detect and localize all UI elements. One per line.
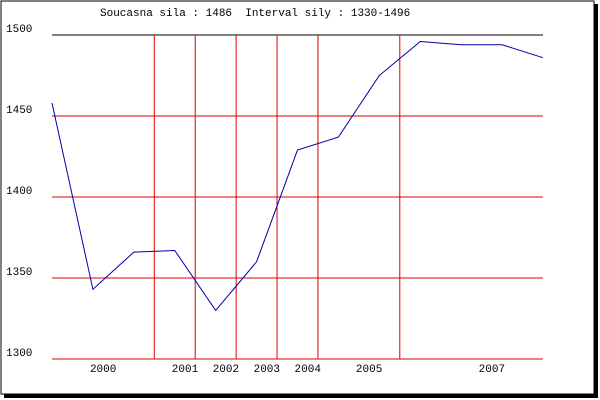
x-tick-label: 2002: [213, 364, 239, 376]
x-tick-label: 2007: [479, 364, 505, 376]
y-tick-label: 1300: [6, 348, 32, 360]
x-tick-label: 2004: [295, 364, 322, 376]
line: [51, 40, 544, 312]
y-tick-label: 1450: [6, 105, 32, 117]
y-tick-label: 1350: [6, 267, 32, 279]
y-tick-label: 1400: [6, 186, 32, 198]
x-tick-label: 2001: [172, 364, 199, 376]
y-tick-label: 1500: [6, 24, 32, 36]
chart-title: Soucasna sila : 1486 Interval sily : 133…: [100, 8, 410, 20]
x-tick-label: 2003: [254, 364, 280, 376]
x-tick-label: 2005: [356, 364, 382, 376]
x-tick-label: 2000: [90, 364, 116, 376]
